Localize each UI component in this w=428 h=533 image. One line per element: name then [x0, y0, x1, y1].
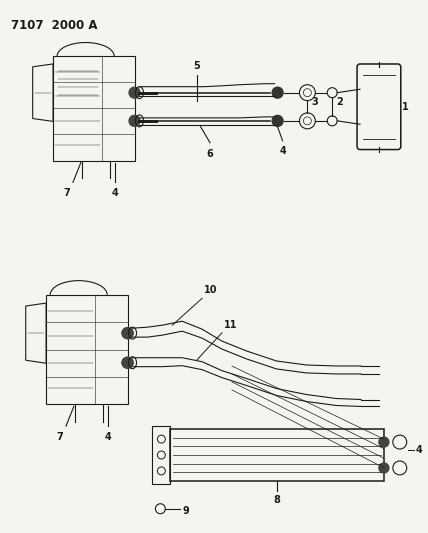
Text: 5: 5	[194, 61, 200, 71]
Text: 7: 7	[64, 188, 70, 198]
Circle shape	[129, 87, 140, 98]
Bar	[53, 56, 134, 160]
Text: 6: 6	[207, 149, 214, 159]
Circle shape	[379, 437, 389, 447]
Text: 7107  2000 A: 7107 2000 A	[11, 19, 98, 33]
Text: 3: 3	[311, 97, 318, 107]
Text: 4: 4	[416, 445, 422, 455]
Text: 7: 7	[56, 432, 63, 442]
Bar	[170, 429, 384, 481]
Circle shape	[272, 115, 283, 126]
Text: 8: 8	[273, 495, 280, 505]
Circle shape	[122, 328, 133, 338]
Text: 1: 1	[402, 102, 408, 112]
Bar	[46, 295, 128, 404]
Circle shape	[129, 115, 140, 126]
Circle shape	[122, 357, 133, 368]
Circle shape	[122, 357, 133, 368]
Text: 11: 11	[224, 320, 238, 330]
Bar	[152, 426, 170, 484]
Text: 10: 10	[204, 285, 217, 295]
Text: 2: 2	[336, 97, 343, 107]
Text: 4: 4	[279, 146, 286, 156]
Text: 4: 4	[105, 432, 111, 442]
Text: 9: 9	[182, 506, 189, 516]
Text: 4: 4	[112, 188, 119, 198]
Circle shape	[379, 463, 389, 473]
Circle shape	[122, 328, 133, 338]
Circle shape	[272, 87, 283, 98]
